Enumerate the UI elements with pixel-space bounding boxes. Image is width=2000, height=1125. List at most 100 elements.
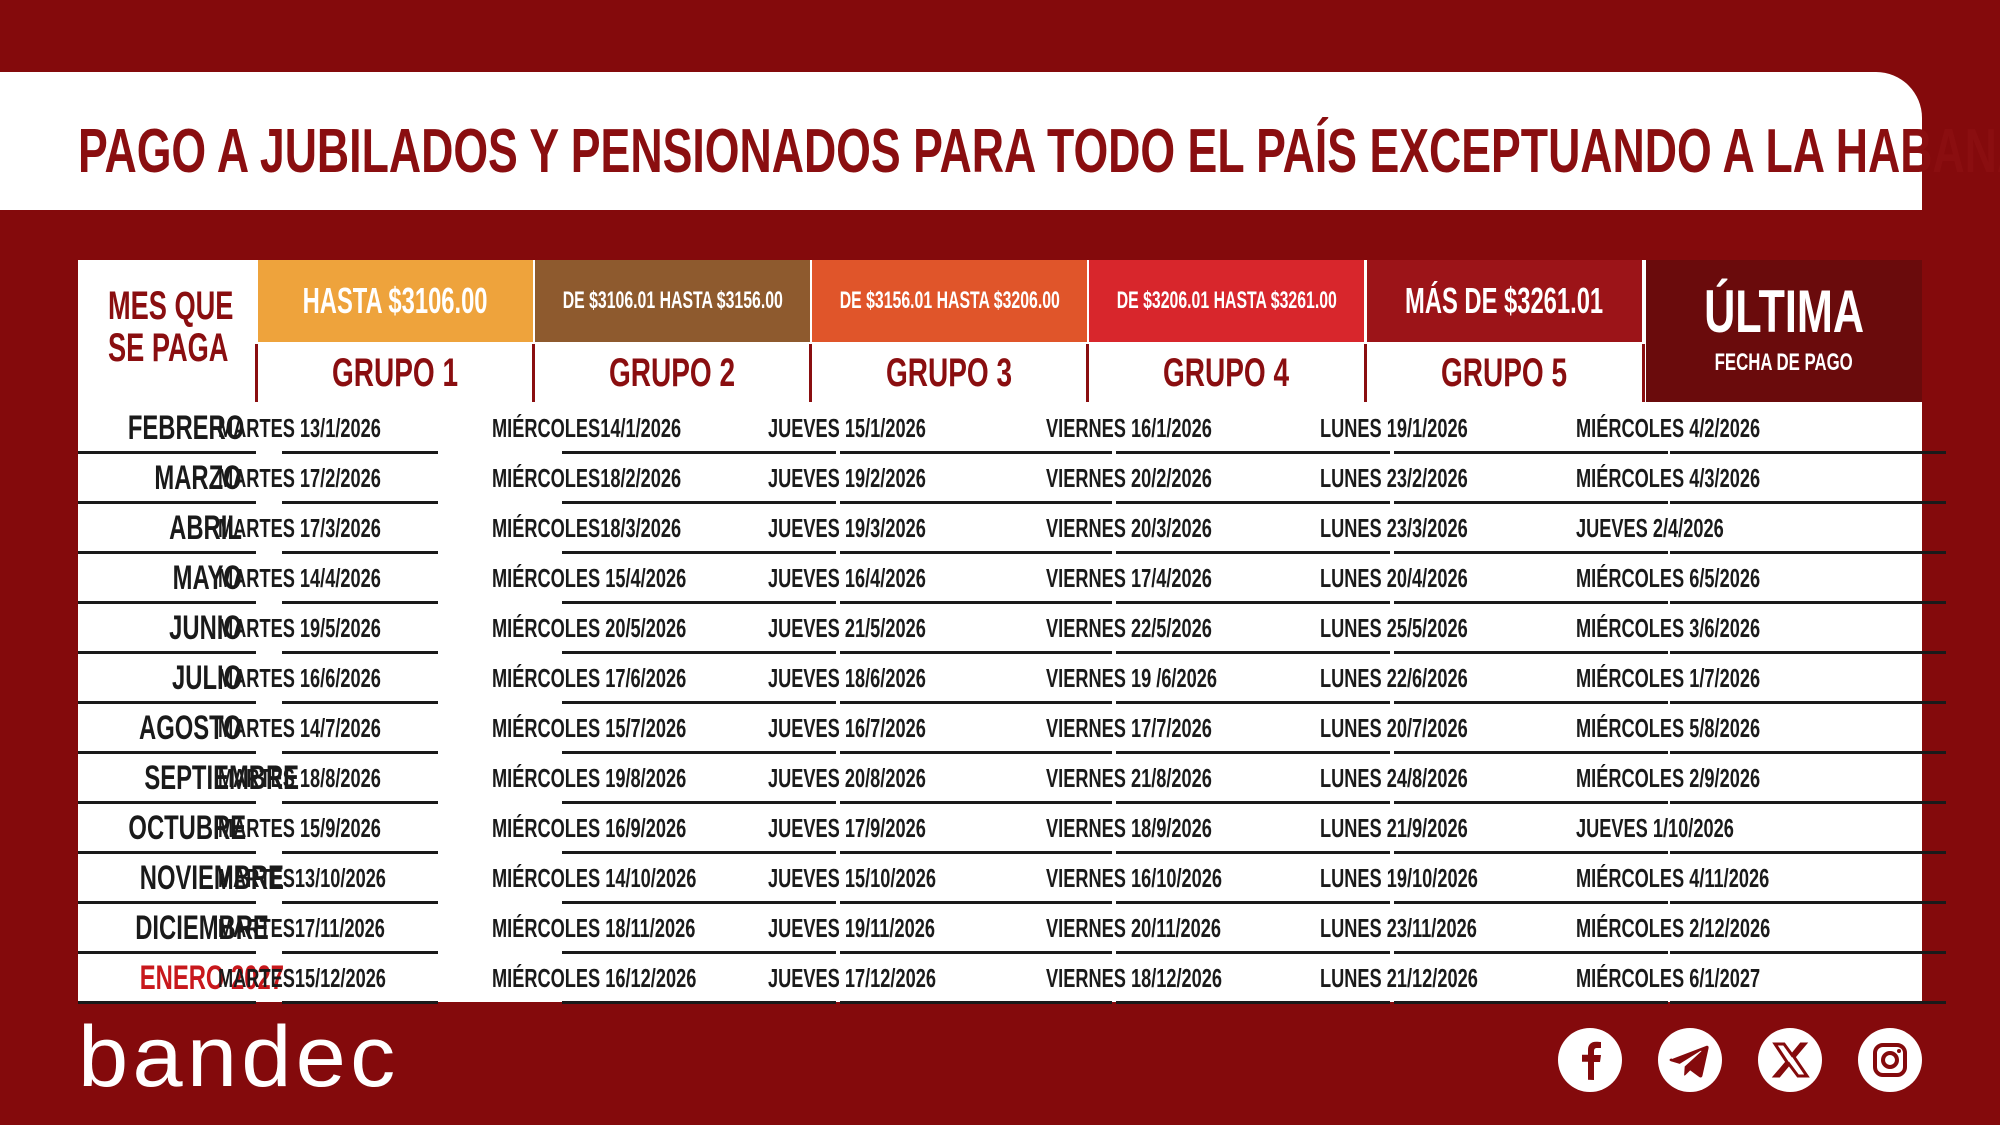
- month-column-header: MES QUE SE PAGA: [78, 260, 258, 403]
- row-underline: [1670, 851, 1946, 854]
- group-2-date-cell: MIÉRCOLES 20/5/2026: [492, 613, 687, 643]
- instagram-icon[interactable]: [1858, 1028, 1922, 1092]
- row-underline: [562, 701, 836, 704]
- last-payment-date-cell: MIÉRCOLES 6/5/2026: [1576, 563, 1761, 593]
- row-underline: [282, 951, 438, 954]
- group-3-date-cell: JUEVES 18/6/2026: [768, 663, 926, 693]
- group-2-date-cell: MIÉRCOLES 16/9/2026: [492, 813, 687, 843]
- group-5-date-cell: LUNES 23/11/2026: [1320, 913, 1477, 943]
- row-underline: [840, 551, 1112, 554]
- table-row: FEBRERO MARTES 13/1/2026 MIÉRCOLES14/1/202…: [78, 404, 1946, 454]
- group-3-date-cell: JUEVES 19/11/2026: [768, 913, 935, 943]
- table-row: ABRIL MARTES 17/3/2026 MIÉRCOLES18/3/2026 J…: [78, 504, 1946, 554]
- group-2-date-cell: MIÉRCOLES 15/4/2026: [492, 563, 687, 593]
- group-2-date-cell: MIÉRCOLES 18/11/2026: [492, 913, 696, 943]
- group-label: GRUPO 5: [1441, 350, 1568, 395]
- month-cell: ENERO 2027: [139, 959, 284, 997]
- group-2-date-cell: MIÉRCOLES14/1/2026: [492, 413, 682, 443]
- row-underline: [78, 801, 256, 804]
- month-cell: JUNIO: [169, 609, 242, 647]
- group-4-date-cell: VIERNES 21/8/2026: [1046, 763, 1212, 793]
- row-underline: [282, 1001, 438, 1004]
- row-underline: [1394, 451, 1668, 454]
- row-underline: [1670, 701, 1946, 704]
- group-3-date-cell: JUEVES 17/12/2026: [768, 963, 936, 993]
- group-5-date-cell: LUNES 20/4/2026: [1320, 563, 1468, 593]
- row-underline: [562, 501, 836, 504]
- row-underline: [562, 451, 836, 454]
- group-4-date-cell: VIERNES 18/12/2026: [1046, 963, 1223, 993]
- group-3-date-cell: JUEVES 15/1/2026: [768, 413, 926, 443]
- group-divider: [255, 344, 258, 402]
- range-label: DE $3106.01 HASTA $3156.00: [562, 287, 783, 314]
- group-5-date-cell: LUNES 19/10/2026: [1320, 863, 1478, 893]
- month-cell: ABRIL: [169, 509, 242, 547]
- group-4-date-cell: VIERNES 20/2/2026: [1046, 463, 1212, 493]
- group-2-date-cell: MIÉRCOLES 14/10/2026: [492, 863, 697, 893]
- group-2-date-cell: MIÉRCOLES 16/12/2026: [492, 963, 697, 993]
- row-underline: [78, 951, 256, 954]
- range-header-group-1: HASTA $3106.00: [258, 260, 533, 342]
- group-2-date-cell: MIÉRCOLES 17/6/2026: [492, 663, 687, 693]
- group-1-date-cell: MARTES 13/1/2026: [218, 413, 381, 443]
- row-underline: [840, 751, 1112, 754]
- group-header-5: GRUPO 5: [1367, 344, 1642, 402]
- table-row: JUNIO MARTES 19/5/2026 MIÉRCOLES 20/5/2026…: [78, 604, 1946, 654]
- row-underline: [1116, 701, 1390, 704]
- group-divider: [1086, 344, 1089, 402]
- row-underline: [1670, 551, 1946, 554]
- group-3-date-cell: JUEVES 19/3/2026: [768, 513, 926, 543]
- range-label: MÁS DE $3261.01: [1405, 280, 1604, 321]
- row-underline: [840, 801, 1112, 804]
- row-underline: [1394, 1001, 1668, 1004]
- facebook-icon[interactable]: [1558, 1028, 1622, 1092]
- month-cell: OCTUBRE: [128, 809, 247, 847]
- row-underline: [282, 501, 438, 504]
- group-1-date-cell: MARTES 15/9/2026: [218, 813, 381, 843]
- last-payment-date-cell: MIÉRCOLES 1/7/2026: [1576, 663, 1761, 693]
- row-underline: [1116, 1001, 1390, 1004]
- group-1-date-cell: MARTES 14/7/2026: [218, 713, 381, 743]
- row-underline: [282, 901, 438, 904]
- row-underline: [282, 651, 438, 654]
- group-3-date-cell: JUEVES 19/2/2026: [768, 463, 926, 493]
- range-label: HASTA $3106.00: [303, 280, 488, 321]
- row-underline: [840, 701, 1112, 704]
- month-cell: JULIO: [171, 659, 242, 697]
- row-underline: [1394, 501, 1668, 504]
- group-3-date-cell: JUEVES 20/8/2026: [768, 763, 926, 793]
- row-underline: [78, 551, 256, 554]
- group-3-date-cell: JUEVES 17/9/2026: [768, 813, 926, 843]
- telegram-icon[interactable]: [1658, 1028, 1722, 1092]
- group-1-date-cell: MARTES 16/6/2026: [218, 663, 381, 693]
- group-header-4: GRUPO 4: [1089, 344, 1364, 402]
- row-underline: [562, 801, 836, 804]
- table-row: NOVIEMBRE MARTES13/10/2026 MIÉRCOLES 14/10…: [78, 854, 1946, 904]
- row-underline: [1670, 651, 1946, 654]
- last-payment-date-cell: MIÉRCOLES 3/6/2026: [1576, 613, 1761, 643]
- group-label: GRUPO 2: [609, 350, 736, 395]
- page-title: PAGO A JUBILADOS Y PENSIONADOS PARA TODO…: [78, 117, 2000, 186]
- row-underline: [840, 651, 1112, 654]
- row-underline: [1670, 451, 1946, 454]
- row-underline: [1394, 751, 1668, 754]
- group-2-date-cell: MIÉRCOLES18/3/2026: [492, 513, 682, 543]
- group-4-date-cell: VIERNES 22/5/2026: [1046, 613, 1212, 643]
- group-label: GRUPO 3: [886, 350, 1013, 395]
- group-4-date-cell: VIERNES 17/7/2026: [1046, 713, 1212, 743]
- row-underline: [282, 701, 438, 704]
- row-underline: [1394, 701, 1668, 704]
- month-cell: MARZO: [154, 459, 242, 497]
- x-icon[interactable]: [1758, 1028, 1822, 1092]
- row-underline: [562, 1001, 836, 1004]
- group-4-date-cell: VIERNES 16/1/2026: [1046, 413, 1212, 443]
- group-divider: [1364, 344, 1367, 402]
- row-underline: [1394, 651, 1668, 654]
- row-underline: [78, 451, 256, 454]
- group-3-date-cell: JUEVES 15/10/2026: [768, 863, 936, 893]
- row-underline: [840, 851, 1112, 854]
- last-payment-date-cell: JUEVES 2/4/2026: [1576, 513, 1724, 543]
- ultima-fecha-header: ÚLTIMA FECHA DE PAGO: [1646, 260, 1922, 402]
- group-2-date-cell: MIÉRCOLES18/2/2026: [492, 463, 682, 493]
- row-underline: [1394, 601, 1668, 604]
